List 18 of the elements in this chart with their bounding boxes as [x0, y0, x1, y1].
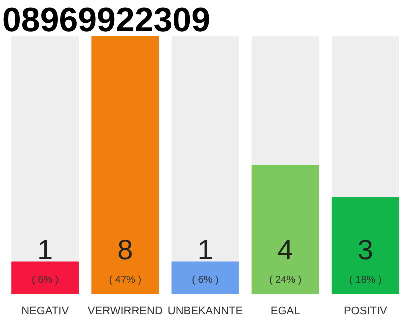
annotation: ( 24% ) — [269, 275, 302, 286]
data-label: 1 — [198, 234, 214, 266]
annotation: ( 6% ) — [192, 275, 219, 286]
bar — [172, 262, 240, 294]
x-tick-label: UNBEKANNTE — [168, 306, 244, 318]
data-label: 4 — [278, 234, 294, 266]
bar — [12, 262, 80, 294]
annotation: ( 6% ) — [32, 275, 59, 286]
data-label: 3 — [358, 234, 374, 266]
x-tick-label: POSITIV — [344, 306, 388, 318]
data-label: 1 — [38, 234, 54, 266]
x-tick-label: EGAL — [270, 306, 300, 318]
chart-title: 08969922309 — [2, 2, 211, 40]
data-label: 8 — [118, 234, 134, 266]
x-tick-label: NEGATIV — [22, 306, 70, 318]
annotation: ( 47% ) — [109, 275, 142, 286]
x-tick-label: VERWIRREND — [88, 306, 163, 318]
annotation: ( 18% ) — [350, 275, 382, 286]
